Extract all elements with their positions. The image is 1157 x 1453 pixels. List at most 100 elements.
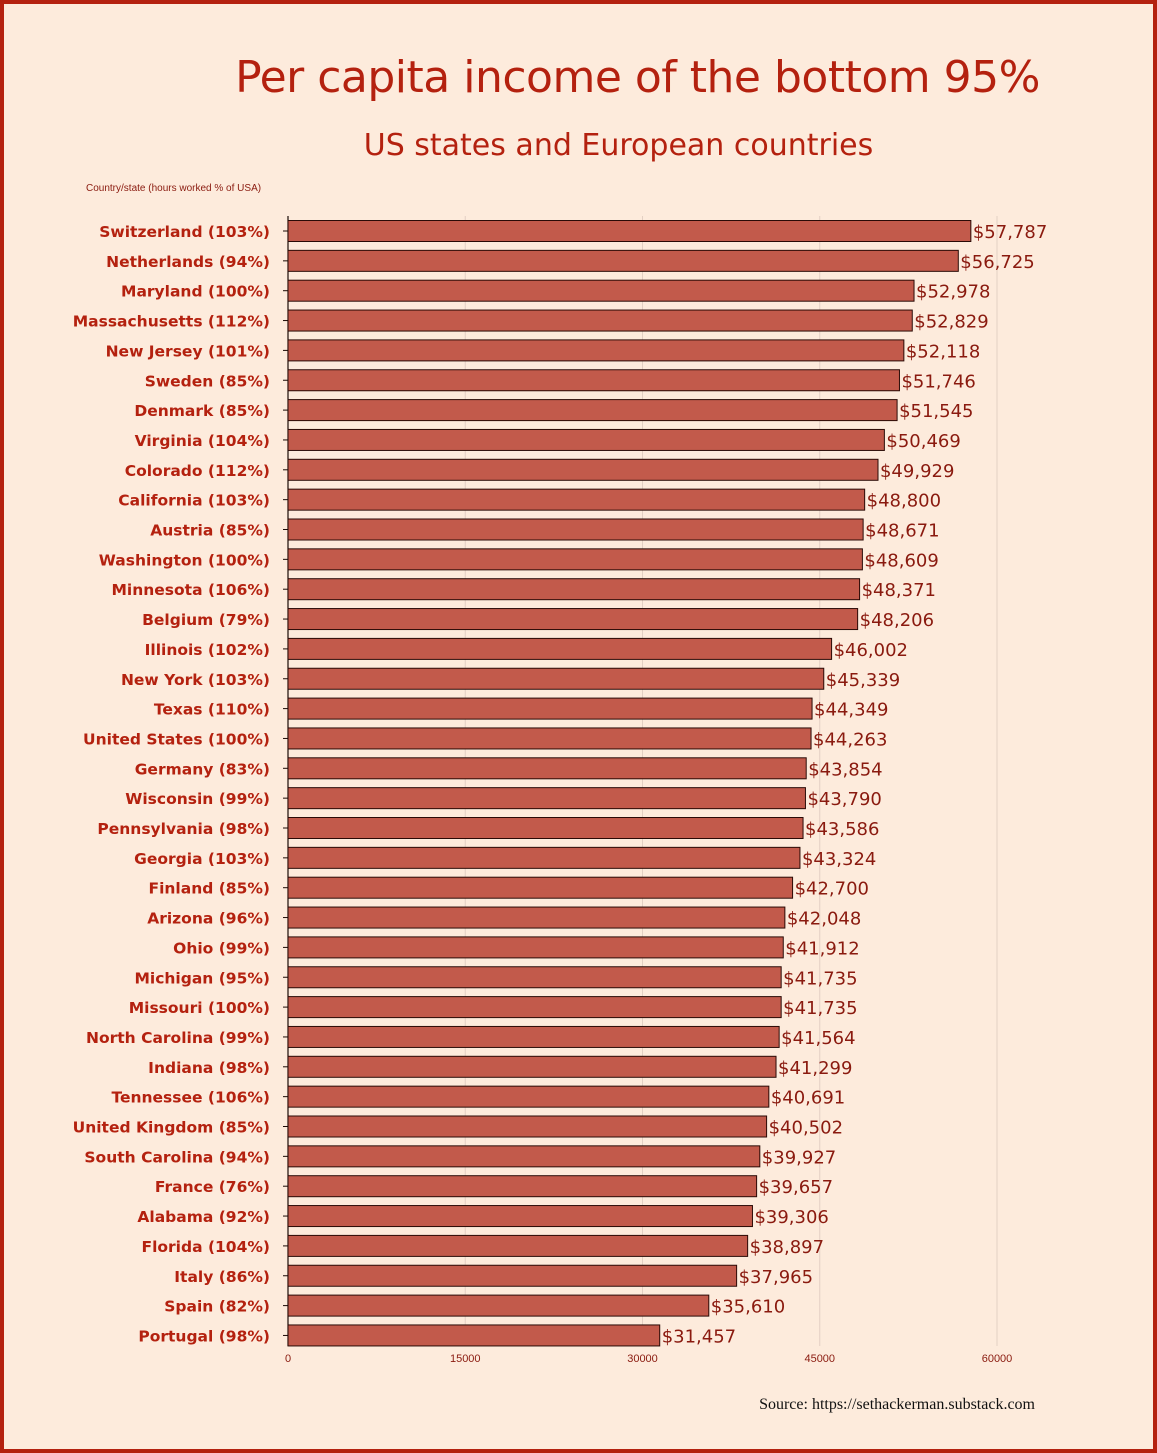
category-label: Illinois (102%) bbox=[145, 641, 270, 659]
bar bbox=[287, 1324, 661, 1347]
value-label: $46,002 bbox=[834, 640, 908, 661]
category-label: Pennsylvania (98%) bbox=[97, 820, 270, 838]
value-label: $41,735 bbox=[783, 968, 857, 989]
category-label: France (76%) bbox=[155, 1178, 270, 1196]
bar bbox=[287, 1085, 770, 1108]
category-label: Missouri (100%) bbox=[129, 999, 270, 1017]
x-tick-label: 15000 bbox=[450, 1353, 481, 1365]
bar bbox=[287, 966, 782, 989]
bar bbox=[287, 1115, 768, 1138]
value-label: $52,829 bbox=[914, 312, 988, 333]
bar bbox=[287, 996, 782, 1019]
value-label: $38,897 bbox=[750, 1237, 824, 1258]
category-label: Belgium (79%) bbox=[142, 611, 270, 629]
value-label: $43,586 bbox=[805, 819, 879, 840]
category-label: New Jersey (101%) bbox=[106, 342, 270, 360]
category-label: Massachusetts (112%) bbox=[73, 313, 270, 331]
category-label: United Kingdom (85%) bbox=[73, 1119, 270, 1137]
bar bbox=[287, 1145, 761, 1168]
x-tick-label: 60000 bbox=[982, 1353, 1013, 1365]
bar bbox=[287, 936, 784, 959]
category-label: Colorado (112%) bbox=[125, 462, 270, 480]
value-label: $39,657 bbox=[759, 1177, 833, 1198]
value-label: $44,263 bbox=[813, 729, 887, 750]
value-label: $40,502 bbox=[769, 1118, 843, 1139]
category-label: Netherlands (94%) bbox=[106, 253, 270, 271]
bar-layer bbox=[287, 220, 972, 1347]
bar bbox=[287, 1294, 710, 1317]
category-label: North Carolina (99%) bbox=[86, 1029, 270, 1047]
value-label: $31,457 bbox=[662, 1326, 736, 1347]
bar bbox=[287, 757, 807, 780]
value-label: $41,735 bbox=[783, 998, 857, 1019]
tick-layer: 0 15000 30000 45000 60000 bbox=[283, 230, 1013, 1365]
value-label: $39,927 bbox=[762, 1147, 836, 1168]
value-label: $57,787 bbox=[973, 222, 1047, 243]
category-label: Alabama (92%) bbox=[137, 1208, 270, 1226]
bar bbox=[287, 249, 959, 272]
value-label: $42,700 bbox=[795, 879, 869, 900]
value-label: $40,691 bbox=[771, 1088, 845, 1109]
value-label: $35,610 bbox=[711, 1297, 785, 1318]
value-label: $45,339 bbox=[826, 670, 900, 691]
category-label: Indiana (98%) bbox=[148, 1059, 270, 1077]
x-tick-label: 30000 bbox=[627, 1353, 658, 1365]
x-tick-label: 45000 bbox=[804, 1353, 835, 1365]
value-label: $49,929 bbox=[880, 461, 954, 482]
bar bbox=[287, 787, 806, 810]
value-label: $56,725 bbox=[960, 252, 1034, 273]
bar bbox=[287, 667, 825, 690]
value-label: $37,965 bbox=[739, 1267, 813, 1288]
category-label: Portugal (98%) bbox=[138, 1327, 270, 1345]
bar bbox=[287, 727, 812, 750]
bar bbox=[287, 428, 885, 451]
value-label: $48,609 bbox=[864, 550, 938, 571]
category-label: Germany (83%) bbox=[135, 760, 270, 778]
value-label: $43,854 bbox=[808, 759, 882, 780]
bar bbox=[287, 458, 879, 481]
category-label: New York (103%) bbox=[121, 671, 270, 689]
value-label: $41,564 bbox=[781, 1028, 855, 1049]
value-label: $43,324 bbox=[802, 849, 876, 870]
bar bbox=[287, 697, 813, 720]
value-label: $44,349 bbox=[814, 700, 888, 721]
category-label: Switzerland (103%) bbox=[99, 223, 270, 241]
value-label: $48,206 bbox=[860, 610, 934, 631]
bar bbox=[287, 1234, 749, 1257]
category-label: Arizona (96%) bbox=[147, 910, 270, 928]
bar bbox=[287, 578, 861, 601]
bar bbox=[287, 488, 866, 511]
value-label: $51,746 bbox=[901, 371, 975, 392]
value-label: $48,371 bbox=[862, 580, 936, 601]
bar bbox=[287, 1205, 753, 1228]
value-label: $41,912 bbox=[785, 938, 859, 959]
bar bbox=[287, 220, 972, 242]
bar bbox=[287, 399, 898, 422]
category-label: Tennessee (106%) bbox=[111, 1089, 270, 1107]
value-label: $50,469 bbox=[886, 431, 960, 452]
bar bbox=[287, 846, 801, 869]
category-label: Wisconsin (99%) bbox=[125, 790, 270, 808]
bar bbox=[287, 1055, 777, 1078]
bar bbox=[287, 369, 900, 392]
bar bbox=[287, 608, 859, 631]
bar bbox=[287, 817, 804, 839]
category-label: Washington (100%) bbox=[99, 551, 270, 569]
value-label: $48,800 bbox=[867, 491, 941, 512]
category-label: Austria (85%) bbox=[150, 522, 270, 540]
category-label: Sweden (85%) bbox=[145, 372, 270, 390]
chart-title: Per capita income of the bottom 95% bbox=[235, 52, 1040, 103]
category-label: South Carolina (94%) bbox=[84, 1148, 270, 1166]
value-label: $41,299 bbox=[778, 1058, 852, 1079]
value-label: $48,671 bbox=[865, 521, 939, 542]
value-label: $43,790 bbox=[807, 789, 881, 810]
value-label: $42,048 bbox=[787, 909, 861, 930]
bar bbox=[287, 518, 864, 541]
bar bbox=[287, 876, 794, 899]
category-label: Florida (104%) bbox=[141, 1238, 270, 1256]
category-label: Finland (85%) bbox=[148, 880, 270, 898]
category-label: United States (100%) bbox=[83, 730, 270, 748]
category-label: Texas (110%) bbox=[154, 701, 270, 719]
category-label: Spain (82%) bbox=[164, 1298, 270, 1316]
